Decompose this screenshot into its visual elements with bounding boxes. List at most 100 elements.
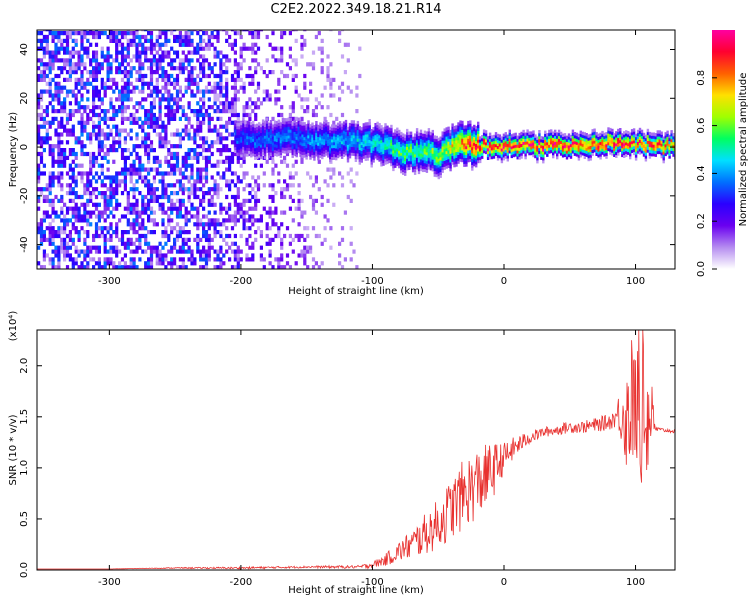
ridge-cell xyxy=(277,151,281,156)
spectrogram-cell xyxy=(216,171,220,176)
spectrogram-cell xyxy=(37,187,41,192)
ridge-cell xyxy=(238,152,241,156)
ridge-cell xyxy=(411,166,415,170)
ridge-cell xyxy=(348,149,352,153)
spectrogram-cell xyxy=(89,210,93,215)
ridge-cell xyxy=(569,149,573,153)
spectrogram-cell xyxy=(294,85,298,90)
ridge-cell xyxy=(244,153,247,157)
spectrogram-cell xyxy=(202,112,206,118)
spectrogram-cell xyxy=(291,73,295,79)
spectrogram-cell xyxy=(309,89,313,94)
ridge-cell xyxy=(323,127,326,131)
ridge-cell xyxy=(538,153,541,157)
spectrogram-cell xyxy=(158,194,162,200)
spectrogram-cell xyxy=(74,202,78,207)
spectrogram-cell xyxy=(167,218,171,223)
spectrogram-cell xyxy=(175,159,180,164)
spectrogram-cell xyxy=(326,70,330,75)
ridge-cell xyxy=(516,138,519,142)
spectrogram-cell xyxy=(126,210,130,215)
ridge-cell xyxy=(423,142,427,146)
spectrogram-cell xyxy=(100,116,104,121)
spectrogram-cell xyxy=(51,66,55,71)
spectrogram-cell xyxy=(155,120,159,125)
ridge-cell xyxy=(301,139,304,144)
ridge-cell xyxy=(279,128,283,132)
ridge-cell xyxy=(283,135,286,139)
ridge-cell xyxy=(376,127,379,131)
ridge-cell xyxy=(449,138,452,142)
spectrogram-cell xyxy=(138,89,142,94)
spectrogram-cell xyxy=(132,226,136,231)
ridge-cell xyxy=(348,125,352,130)
spectrogram-cell xyxy=(259,253,263,258)
spectrogram-cell xyxy=(45,128,49,133)
spectrogram-cell xyxy=(141,198,145,203)
spectrogram-cell xyxy=(155,34,159,40)
spectrogram-cell xyxy=(115,124,119,129)
spectrogram-cell xyxy=(294,58,298,63)
spectrogram-cell xyxy=(155,66,159,71)
spectrogram-cell xyxy=(254,116,258,121)
spectrogram-cell xyxy=(132,249,136,254)
ridge-cell xyxy=(502,154,506,158)
spectrogram-cell xyxy=(106,257,110,262)
spectrogram-cell xyxy=(196,226,200,231)
spectrogram-cell xyxy=(112,191,116,196)
ridge-cell xyxy=(285,129,288,134)
ridge-cell xyxy=(398,132,401,137)
spectrogram-cell xyxy=(190,89,194,94)
spectrogram-cell xyxy=(184,222,188,227)
spectrogram-cell xyxy=(213,265,217,269)
ridge-cell xyxy=(380,157,383,161)
spectrogram-cell xyxy=(268,241,272,246)
spectrogram-cell xyxy=(57,101,61,106)
spectrogram-cell xyxy=(196,179,200,184)
spectrogram-cell xyxy=(352,249,356,254)
ridge-cell xyxy=(261,145,265,150)
spectrogram-cell xyxy=(288,31,292,36)
spectrogram-cell xyxy=(256,105,261,110)
ridge-cell xyxy=(441,137,444,141)
spectrogram-cell xyxy=(187,62,191,67)
ridge-cell xyxy=(279,136,283,141)
spectrogram-cell xyxy=(199,218,203,223)
spectrogram-cell xyxy=(129,167,133,172)
ridge-cell xyxy=(398,138,401,142)
spectrogram-cell xyxy=(74,261,78,266)
ridge-cell xyxy=(350,143,354,147)
spectrogram-cell xyxy=(216,265,220,269)
ridge-cell xyxy=(329,153,332,157)
spectrogram-cell xyxy=(190,73,194,79)
spectrogram-cell xyxy=(51,206,55,211)
ridge-cell xyxy=(453,137,456,141)
spectrogram-cell xyxy=(126,148,130,153)
spectrogram-cell xyxy=(152,175,156,180)
ridge-cell xyxy=(291,151,294,155)
ridge-cell xyxy=(508,132,511,136)
spectrogram-cell xyxy=(314,179,318,184)
ridge-cell xyxy=(364,131,367,135)
ridge-cell xyxy=(587,137,590,141)
ridge-cell xyxy=(536,151,539,155)
ridge-cell xyxy=(419,129,423,133)
ridge-cell xyxy=(263,135,267,139)
ridge-cell xyxy=(453,163,456,168)
spectrogram-cell xyxy=(242,226,246,231)
ridge-cell xyxy=(591,152,594,156)
ridge-cell xyxy=(479,145,482,149)
spectrogram-cell xyxy=(233,81,237,86)
ridge-cell xyxy=(256,150,259,154)
ridge-cell xyxy=(390,136,393,140)
spectrogram-cell xyxy=(63,245,67,250)
spectrogram-cell xyxy=(245,73,249,79)
spectrogram-cell xyxy=(167,148,171,153)
ridge-cell xyxy=(404,172,407,176)
ridge-cell xyxy=(378,137,381,142)
spectrogram-cell xyxy=(230,46,235,51)
spectrogram-cell xyxy=(199,89,203,94)
ridge-cell xyxy=(477,124,480,129)
ridge-cell xyxy=(323,133,326,137)
spectrogram-cell xyxy=(71,257,75,262)
